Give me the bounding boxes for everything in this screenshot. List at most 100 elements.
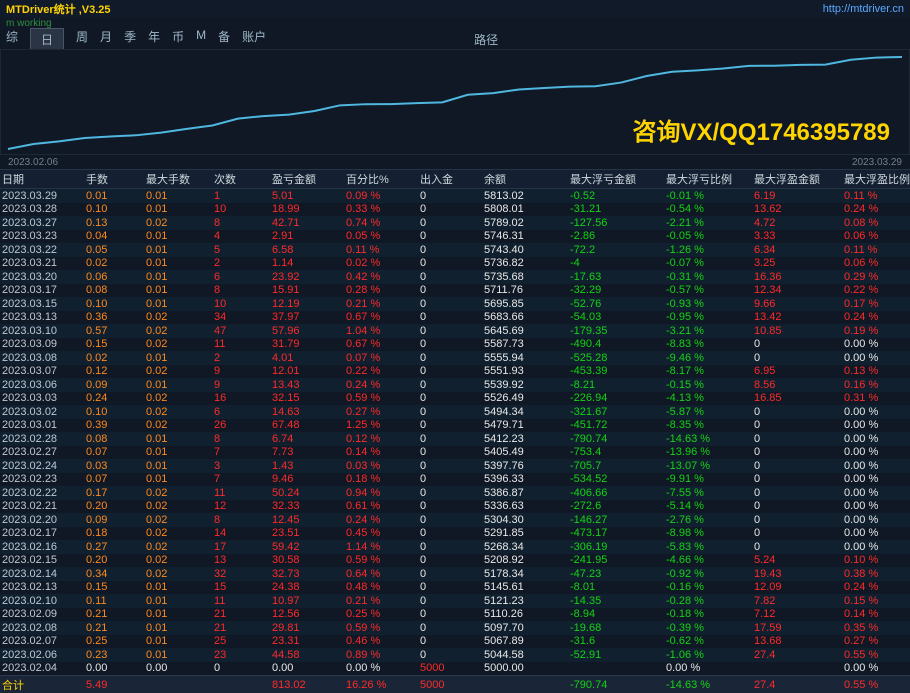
cell-io: 5000 bbox=[420, 662, 484, 674]
title-bar: MTDriver统计 ,V3.25 http://mtdriver.cn bbox=[0, 0, 910, 18]
table-row[interactable]: 2023.02.060.230.012344.580.89 %05044.58-… bbox=[0, 648, 910, 662]
cell-mfl: -127.56 bbox=[570, 217, 666, 229]
table-row[interactable]: 2023.03.220.050.0156.580.11 %05743.40-72… bbox=[0, 243, 910, 257]
table-row[interactable]: 2023.03.230.040.0142.910.05 %05746.31-2.… bbox=[0, 230, 910, 244]
cell-mfpp: 0.10 % bbox=[844, 554, 910, 566]
cell-maxlots: 0.00 bbox=[146, 662, 214, 674]
cell-maxlots: 0.01 bbox=[146, 298, 214, 310]
cell-mfl: -272.6 bbox=[570, 500, 666, 512]
cell-cnt: 47 bbox=[214, 325, 272, 337]
cell-pct: 0.02 % bbox=[346, 257, 420, 269]
menu-item-M[interactable]: M bbox=[196, 28, 206, 51]
table-row[interactable]: 2023.02.170.180.021423.510.45 %05291.85-… bbox=[0, 527, 910, 541]
menu-item-币[interactable]: 币 bbox=[172, 28, 184, 51]
cell-bal: 5304.30 bbox=[484, 514, 570, 526]
table-row[interactable]: 2023.02.280.080.0186.740.12 %05412.23-79… bbox=[0, 432, 910, 446]
app-url[interactable]: http://mtdriver.cn bbox=[823, 3, 904, 15]
table-row[interactable]: 2023.02.100.110.011110.970.21 %05121.23-… bbox=[0, 594, 910, 608]
cell-pl: 1.14 bbox=[272, 257, 346, 269]
path-button[interactable]: 路径 bbox=[474, 31, 498, 48]
table-row[interactable]: 2023.03.210.020.0121.140.02 %05736.82-4-… bbox=[0, 257, 910, 271]
col-header[interactable]: 日期 bbox=[2, 171, 86, 187]
table-row[interactable]: 2023.03.070.120.02912.010.22 %05551.93-4… bbox=[0, 365, 910, 379]
cell-mfpp: 0.06 % bbox=[844, 257, 910, 269]
table-row[interactable]: 2023.03.060.090.01913.430.24 %05539.92-8… bbox=[0, 378, 910, 392]
table-row[interactable]: 2023.02.150.200.021330.580.59 %05208.92-… bbox=[0, 554, 910, 568]
table-row[interactable]: 2023.03.280.100.011018.990.33 %05808.01-… bbox=[0, 203, 910, 217]
menu-item-综[interactable]: 综 bbox=[6, 28, 18, 51]
cell-lots: 0.09 bbox=[86, 514, 146, 526]
table-row[interactable]: 2023.03.090.150.021131.790.67 %05587.73-… bbox=[0, 338, 910, 352]
table-row[interactable]: 2023.02.200.090.02812.450.24 %05304.30-1… bbox=[0, 513, 910, 527]
table-row[interactable]: 2023.03.170.080.01815.910.28 %05711.76-3… bbox=[0, 284, 910, 298]
menu-item-年[interactable]: 年 bbox=[148, 28, 160, 51]
cell-pct: 0.61 % bbox=[346, 500, 420, 512]
table-row[interactable]: 2023.03.290.010.0115.010.09 %05813.02-0.… bbox=[0, 189, 910, 203]
table-row[interactable]: 2023.02.270.070.0177.730.14 %05405.49-75… bbox=[0, 446, 910, 460]
cell-mfpp: 0.00 % bbox=[844, 527, 910, 539]
table-row[interactable]: 2023.02.230.070.0179.460.18 %05396.33-53… bbox=[0, 473, 910, 487]
menu-item-季[interactable]: 季 bbox=[124, 28, 136, 51]
table-row[interactable]: 2023.02.130.150.011524.380.48 %05145.61-… bbox=[0, 581, 910, 595]
table-row[interactable]: 2023.02.160.270.021759.421.14 %05268.34-… bbox=[0, 540, 910, 554]
table-row[interactable]: 2023.02.140.340.023232.730.64 %05178.34-… bbox=[0, 567, 910, 581]
cell-d: 2023.03.07 bbox=[2, 365, 86, 377]
cell-pl: 13.43 bbox=[272, 379, 346, 391]
table-row[interactable]: 2023.03.030.240.021632.150.59 %05526.49-… bbox=[0, 392, 910, 406]
menu-item-周[interactable]: 周 bbox=[76, 28, 88, 51]
col-header[interactable]: 最大浮盈金额 bbox=[754, 171, 844, 187]
table-row[interactable]: 2023.03.020.100.02614.630.27 %05494.34-3… bbox=[0, 405, 910, 419]
cell-cnt: 16 bbox=[214, 392, 272, 404]
cell-mfp: 10.85 bbox=[754, 325, 844, 337]
table-row[interactable]: 2023.02.090.210.012112.560.25 %05110.26-… bbox=[0, 608, 910, 622]
cell-mfl: -179.35 bbox=[570, 325, 666, 337]
cell-mfl: -790.74 bbox=[570, 433, 666, 445]
col-header[interactable]: 百分比% bbox=[346, 171, 420, 187]
cell-d: 2023.03.01 bbox=[2, 419, 86, 431]
table-row[interactable]: 2023.03.200.060.01623.920.42 %05735.68-1… bbox=[0, 270, 910, 284]
cell-mfl: -52.91 bbox=[570, 649, 666, 661]
table-row[interactable]: 2023.03.100.570.024757.961.04 %05645.69-… bbox=[0, 324, 910, 338]
cell-mflp: -14.63 % bbox=[666, 433, 754, 445]
cell-pct: 0.09 % bbox=[346, 190, 420, 202]
col-header[interactable]: 最大浮亏比例 bbox=[666, 171, 754, 187]
table-row[interactable]: 2023.02.070.250.012523.310.46 %05067.89-… bbox=[0, 635, 910, 649]
table-row[interactable]: 2023.03.080.020.0124.010.07 %05555.94-52… bbox=[0, 351, 910, 365]
cell-mfp: 0 bbox=[754, 527, 844, 539]
menu-item-账户[interactable]: 账户 bbox=[242, 28, 266, 51]
col-header[interactable]: 出入金 bbox=[420, 171, 484, 187]
col-header[interactable]: 次数 bbox=[214, 171, 272, 187]
cell-d: 2023.03.06 bbox=[2, 379, 86, 391]
table-row[interactable]: 2023.03.270.130.02842.710.74 %05789.02-1… bbox=[0, 216, 910, 230]
cell-cnt: 7 bbox=[214, 473, 272, 485]
col-header[interactable]: 手数 bbox=[86, 171, 146, 187]
table-row[interactable]: 2023.02.080.210.012129.810.59 %05097.70-… bbox=[0, 621, 910, 635]
col-header[interactable]: 最大浮盈比例 bbox=[844, 171, 910, 187]
table-row[interactable]: 2023.02.220.170.021150.240.94 %05386.87-… bbox=[0, 486, 910, 500]
col-header[interactable]: 最大浮亏金额 bbox=[570, 171, 666, 187]
cell-mfpp: 0.06 % bbox=[844, 230, 910, 242]
table-row[interactable]: 2023.02.240.030.0131.430.03 %05397.76-70… bbox=[0, 459, 910, 473]
table-row[interactable]: 2023.03.010.390.022667.481.25 %05479.71-… bbox=[0, 419, 910, 433]
menu-item-备[interactable]: 备 bbox=[218, 28, 230, 51]
col-header[interactable]: 盈亏金额 bbox=[272, 171, 346, 187]
cell-pl: 44.58 bbox=[272, 649, 346, 661]
cell-pct: 0.25 % bbox=[346, 608, 420, 620]
cell-mfp: 0 bbox=[754, 487, 844, 499]
menu-item-月[interactable]: 月 bbox=[100, 28, 112, 51]
cell-mfpp: 0.00 % bbox=[844, 662, 910, 674]
table-row[interactable]: 2023.03.130.360.023437.970.67 %05683.66-… bbox=[0, 311, 910, 325]
menu-item-日[interactable]: 日 bbox=[30, 28, 64, 51]
menu-bar: 综日周月季年币M备账户 路径 bbox=[0, 29, 910, 49]
cell-mfp: 12.34 bbox=[754, 284, 844, 296]
cell-pl: 12.01 bbox=[272, 365, 346, 377]
cell-d: 2023.02.23 bbox=[2, 473, 86, 485]
table-row[interactable]: 2023.03.150.100.011012.190.21 %05695.85-… bbox=[0, 297, 910, 311]
cell-pl: 67.48 bbox=[272, 419, 346, 431]
cell-mfp: 6.34 bbox=[754, 244, 844, 256]
col-header[interactable]: 最大手数 bbox=[146, 171, 214, 187]
table-row[interactable]: 2023.02.040.000.0000.000.00 %50005000.00… bbox=[0, 662, 910, 676]
cell-mfpp: 0.38 % bbox=[844, 568, 910, 580]
table-row[interactable]: 2023.02.210.200.021232.330.61 %05336.63-… bbox=[0, 500, 910, 514]
col-header[interactable]: 余额 bbox=[484, 171, 570, 187]
